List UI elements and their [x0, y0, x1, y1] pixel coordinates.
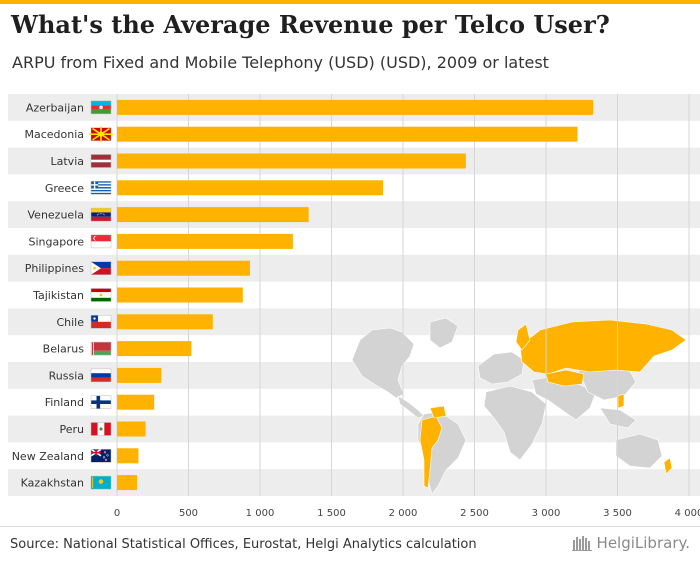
source-note: Source: National Statistical Offices, Eu…	[10, 537, 477, 552]
finland-flag	[90, 395, 112, 409]
map-africa	[483, 385, 547, 461]
category-labels: Azerbaijan Macedonia Latvia Greece Venezuela…	[12, 101, 85, 489]
chile-flag	[90, 315, 112, 329]
category-label: New Zealand	[12, 450, 84, 463]
x-tick-label: 0	[114, 508, 120, 519]
category-label: Belarus	[43, 343, 85, 356]
bar-peru	[117, 421, 146, 437]
map-peru-chile	[419, 415, 443, 489]
bar-azerbaijan	[117, 99, 594, 115]
x-tick-label: 2 500	[460, 508, 489, 519]
map-finland	[515, 323, 531, 351]
map-greenland	[429, 317, 459, 349]
bar-greece	[117, 180, 383, 196]
philippines-flag	[90, 261, 112, 275]
new-zealand-flag	[90, 448, 112, 463]
bar-kazakhstan	[117, 475, 138, 491]
latvia-flag	[90, 154, 112, 168]
category-label: Azerbaijan	[26, 101, 84, 114]
map-philippines	[617, 393, 625, 409]
x-axis-ticks: 0 500 1 000 1 500 2 000 2 500 3 000 3 500 4 000	[114, 508, 700, 519]
category-label: Venezuela	[28, 209, 85, 222]
bar-philippines	[117, 260, 250, 276]
world-map	[351, 317, 687, 495]
greece-flag	[90, 181, 112, 195]
russia-flag	[90, 368, 112, 383]
map-kazakhstan	[545, 369, 585, 387]
x-tick-label: 2 000	[389, 508, 418, 519]
category-label: Russia	[49, 369, 84, 382]
category-label: Kazakhstan	[21, 477, 84, 490]
footer-divider	[0, 526, 700, 527]
bar-finland	[117, 394, 155, 410]
chart-subtitle: ARPU from Fixed and Mobile Telephony (US…	[12, 53, 549, 72]
map-venezuela	[429, 405, 447, 419]
logo-text: HelgiLibrary.	[596, 534, 690, 552]
category-label: Chile	[56, 316, 84, 329]
bars	[117, 99, 594, 491]
peru-flag	[90, 422, 112, 436]
belarus-flag	[90, 341, 112, 356]
x-tick-label: 3 500	[603, 508, 632, 519]
x-tick-label: 500	[179, 508, 198, 519]
category-label: Singapore	[29, 235, 85, 248]
singapore-flag	[90, 234, 112, 249]
bar-belarus	[117, 341, 192, 357]
row-band	[8, 201, 700, 228]
bar-macedonia	[117, 126, 578, 142]
map-australia	[615, 433, 663, 469]
bar-latvia	[117, 153, 466, 169]
bar-chile	[117, 314, 213, 330]
map-new-zealand	[663, 457, 673, 475]
map-europe	[477, 351, 525, 385]
category-label: Tajikistan	[32, 289, 84, 302]
x-tick-label: 3 000	[532, 508, 561, 519]
category-label: Latvia	[51, 155, 85, 168]
flag-icons	[89, 100, 113, 490]
tajikistan-flag	[90, 288, 112, 302]
kazakhstan-flag	[90, 475, 112, 490]
map-central-america	[397, 395, 425, 419]
bar-chart: Azerbaijan Macedonia Latvia Greece Venezuela…	[8, 94, 700, 519]
x-tick-label: 1 500	[317, 508, 346, 519]
azerbaijan-flag	[90, 100, 112, 115]
category-label: Philippines	[25, 262, 85, 275]
category-label: Finland	[45, 396, 84, 409]
bar-singapore	[117, 233, 293, 249]
bar-tajikistan	[117, 287, 243, 303]
category-label: Macedonia	[24, 128, 84, 141]
chart-title: What's the Average Revenue per Telco Use…	[11, 10, 610, 39]
bar-new-zealand	[117, 448, 139, 464]
category-label: Greece	[45, 182, 84, 195]
category-label: Peru	[59, 423, 84, 436]
top-accent-bar	[0, 0, 700, 4]
map-russia	[519, 319, 687, 375]
row-band	[8, 254, 700, 282]
bar-russia	[117, 367, 162, 383]
x-tick-label: 4 000	[675, 508, 700, 519]
map-north-america	[351, 327, 415, 399]
venezuela-flag	[90, 207, 112, 222]
macedonia-flag	[89, 126, 113, 143]
x-tick-label: 1 000	[246, 508, 275, 519]
helgi-library-logo[interactable]: HelgiLibrary.	[571, 534, 690, 552]
bar-venezuela	[117, 207, 309, 223]
row-band	[8, 469, 700, 496]
row-band	[8, 415, 700, 443]
library-icon	[571, 536, 592, 551]
